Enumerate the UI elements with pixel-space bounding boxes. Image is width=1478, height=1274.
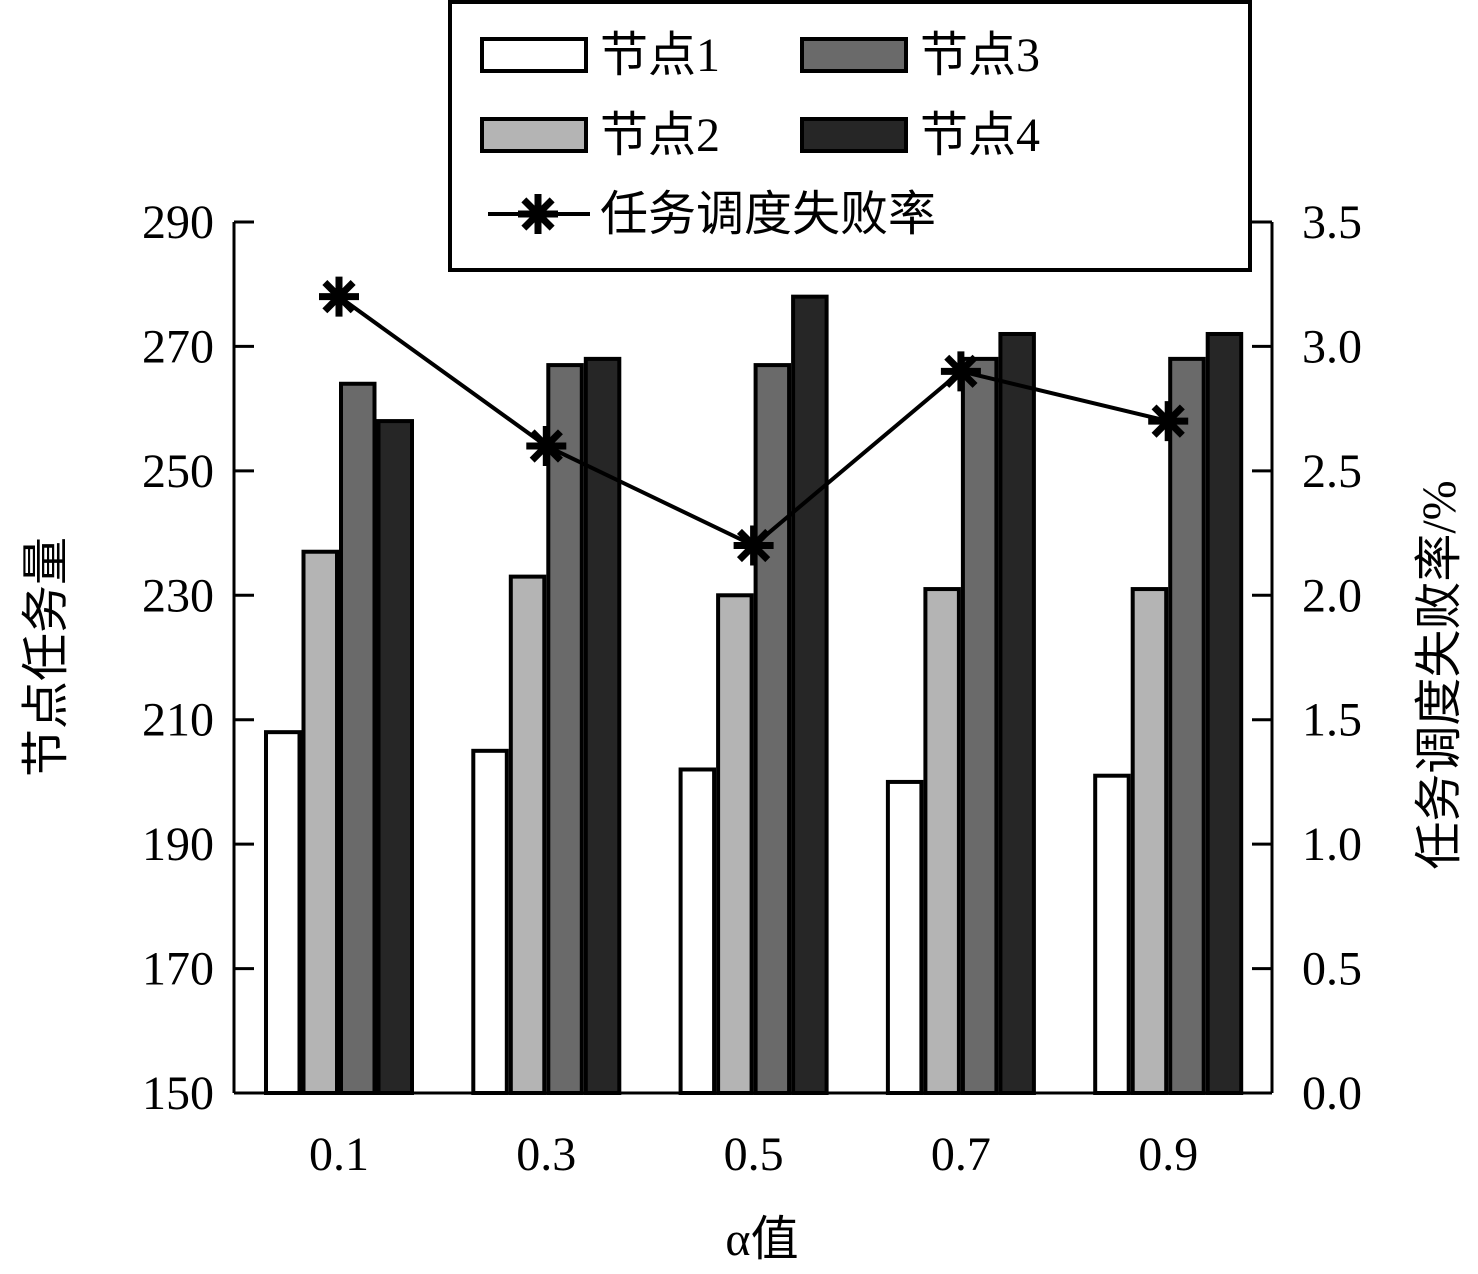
bar-2-3 — [923, 587, 961, 1095]
x-tick-label: 0.3 — [516, 1128, 576, 1181]
y-axis-label: 节点任务量 — [20, 537, 73, 777]
failure-rate-marker — [1148, 401, 1189, 442]
x-tick-label: 0.5 — [724, 1128, 784, 1181]
x-tick-label: 0.1 — [309, 1128, 369, 1181]
y-tick-label-left: 290 — [142, 196, 214, 249]
y-axis-right-label: 任务调度失败率/% — [1413, 480, 1466, 869]
axes: 150 170 190 210 230 250 270 290 0.0 0.5 1.0 1.5 2.0 2… — [142, 196, 1362, 1181]
bar-1-1 — [471, 748, 509, 1095]
y-tick-label-left: 170 — [142, 943, 214, 996]
y-tick-label-left: 190 — [142, 818, 214, 871]
bar-3-2 — [753, 363, 792, 1096]
y-tick-label-right: 2.5 — [1302, 445, 1362, 498]
bar-1-0 — [264, 730, 302, 1096]
bar-2-2 — [716, 593, 754, 1095]
bar-2-4 — [1130, 587, 1169, 1095]
bar-3-1 — [546, 363, 584, 1096]
x-axis-label: α值 — [725, 1213, 798, 1266]
y-tick-label-right: 0.0 — [1302, 1067, 1362, 1120]
failure-rate-marker — [319, 276, 359, 317]
legend: 节点1 节点2 节点3 节点4 任务调度失败率 — [448, 0, 1252, 272]
legend-swatch-2 — [480, 117, 588, 153]
legend-label-1: 节点1 — [600, 29, 720, 82]
x-tick-label: 0.9 — [1138, 1128, 1198, 1181]
legend-swatch-4 — [800, 117, 908, 153]
bar-3-3 — [960, 356, 999, 1096]
y-tick-label-left: 210 — [142, 694, 214, 747]
y-tick-label-left: 270 — [142, 320, 214, 373]
y-tick-label-left: 150 — [142, 1067, 214, 1120]
bar-4-0 — [376, 419, 414, 1096]
bar-2-1 — [508, 574, 547, 1095]
legend-label-2: 节点2 — [600, 109, 720, 162]
legend-label-4: 节点4 — [920, 109, 1040, 162]
bar-4-2 — [791, 294, 829, 1095]
bars-layer — [264, 294, 1244, 1096]
bar-3-0 — [339, 381, 377, 1095]
legend-swatch-3 — [800, 37, 908, 73]
x-tick-label: 0.7 — [931, 1128, 991, 1181]
y-tick-label-right: 1.0 — [1302, 818, 1362, 871]
bar-3-4 — [1168, 356, 1206, 1096]
y-tick-label-right: 0.5 — [1302, 943, 1362, 996]
legend-label-3: 节点3 — [920, 29, 1040, 82]
line-layer — [319, 276, 1189, 566]
y-tick-label-right: 3.0 — [1302, 320, 1362, 373]
bar-1-4 — [1093, 773, 1131, 1095]
legend-swatch-1 — [480, 37, 588, 73]
y-tick-label-right: 3.5 — [1302, 196, 1362, 249]
bar-1-2 — [678, 767, 717, 1095]
legend-label-line: 任务调度失败率 — [600, 188, 936, 241]
legend-asterisk-icon — [518, 194, 558, 234]
y-tick-label-right: 2.0 — [1302, 569, 1362, 622]
failure-rate-marker — [733, 525, 774, 566]
failure-rate-marker — [526, 425, 567, 466]
bar-2-0 — [301, 549, 339, 1095]
bar-4-4 — [1205, 331, 1244, 1095]
y-tick-label-left: 230 — [142, 569, 214, 622]
bar-1-3 — [885, 779, 924, 1096]
y-tick-label-left: 250 — [142, 445, 214, 498]
bar-4-3 — [998, 331, 1036, 1095]
y-tick-label-right: 1.5 — [1302, 694, 1362, 747]
failure-rate-marker — [940, 351, 981, 392]
